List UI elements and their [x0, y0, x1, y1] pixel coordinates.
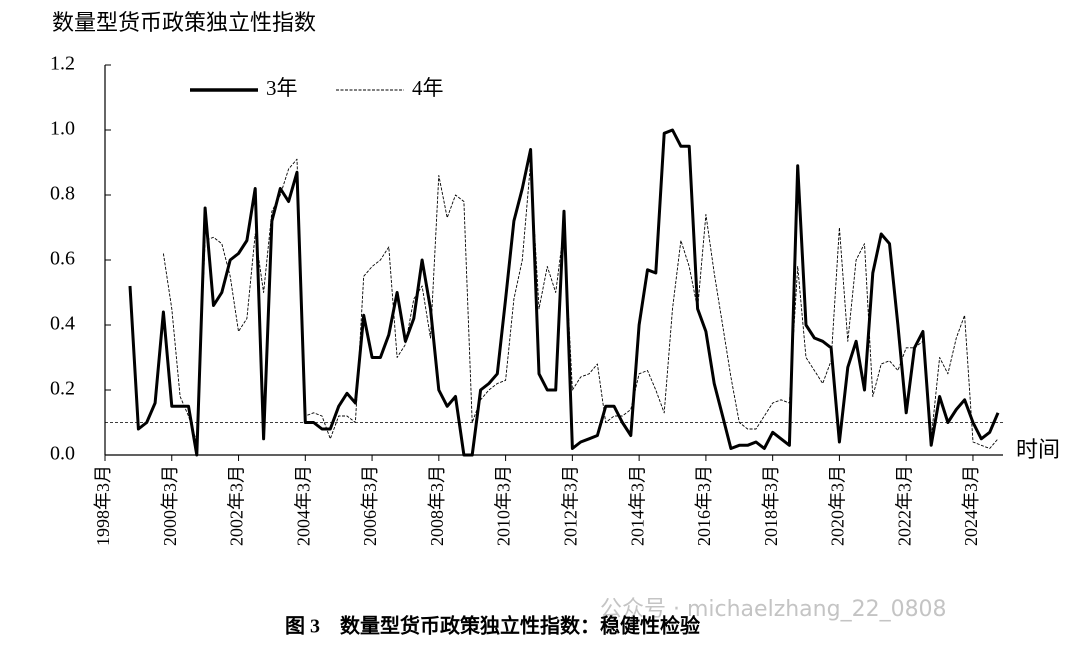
y-tick-label: 0.0: [50, 443, 75, 465]
series-line: [162, 158, 999, 449]
chart-title: 数量型货币政策独立性指数: [52, 10, 316, 35]
y-tick-label: 0.6: [50, 248, 75, 270]
x-tick-label: 2000年3月: [160, 465, 180, 546]
y-tick-label: 1.2: [50, 53, 75, 75]
caption: 图 3 数量型货币政策独立性指数：稳健性检验: [285, 614, 700, 638]
x-tick-label: 2004年3月: [293, 465, 313, 546]
x-tick-label: 2008年3月: [427, 465, 447, 546]
x-tick-label: 2022年3月: [894, 465, 914, 546]
x-tick-label: 2016年3月: [694, 465, 714, 546]
watermark: 公众号 · michaelzhang_22_0808: [600, 597, 947, 622]
y-tick-label: 0.8: [50, 183, 75, 205]
x-tick-label: 1998年3月: [93, 465, 113, 546]
x-tick-label: 2020年3月: [828, 465, 848, 546]
x-tick-label: 2002年3月: [227, 465, 247, 546]
x-tick-label: 2006年3月: [360, 465, 380, 546]
x-tick-label: 2014年3月: [627, 465, 647, 546]
legend-label: 3年: [266, 76, 298, 100]
x-axis-label: 时间: [1016, 437, 1060, 462]
y-tick-label: 1.0: [50, 118, 75, 140]
y-tick-label: 0.2: [50, 378, 75, 400]
series-line: [128, 128, 1000, 457]
legend-label: 4年: [412, 76, 444, 100]
y-tick-label: 0.4: [50, 313, 75, 335]
x-tick-label: 2012年3月: [560, 465, 580, 546]
x-tick-label: 2024年3月: [961, 465, 981, 546]
x-tick-label: 2018年3月: [761, 465, 781, 546]
x-tick-label: 2010年3月: [494, 465, 514, 546]
